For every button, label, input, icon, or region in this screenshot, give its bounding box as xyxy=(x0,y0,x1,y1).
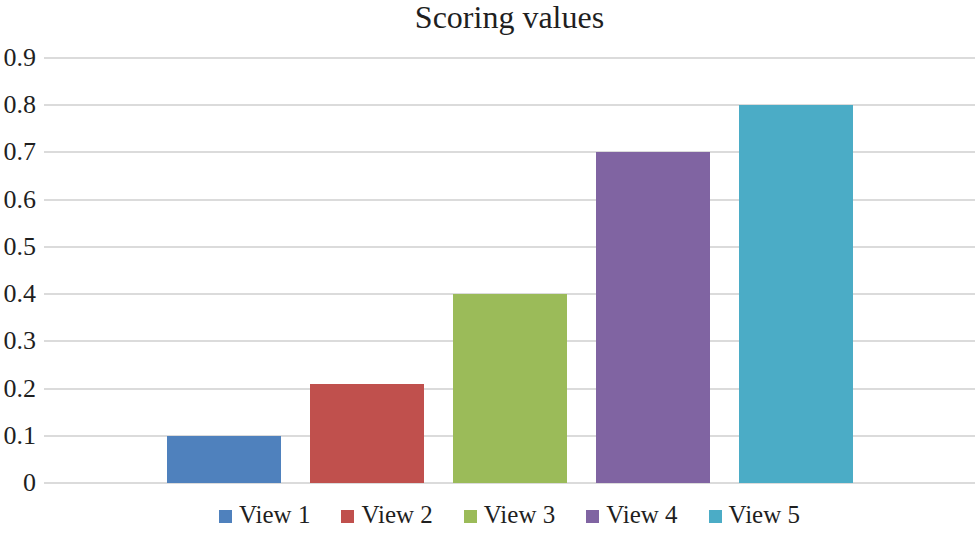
legend: View 1 View 2 View 3 View 4 View 5 xyxy=(44,497,975,533)
legend-item-view-5: View 5 xyxy=(709,500,800,530)
legend-item-view-2: View 2 xyxy=(341,500,432,530)
chart-title: Scoring values xyxy=(44,0,975,37)
y-tick-label: 0.5 xyxy=(4,233,37,261)
legend-swatch-icon xyxy=(709,510,722,523)
y-tick-label: 0.6 xyxy=(4,186,37,214)
y-tick-label: 0.8 xyxy=(4,91,37,119)
legend-swatch-icon xyxy=(219,510,232,523)
bar-view-3 xyxy=(453,294,567,483)
bar-chart: Scoring values 0 0.1 0.2 0.3 0.4 0.5 0.6 0.7 0.8… xyxy=(0,0,975,533)
y-tick-label: 0 xyxy=(23,469,36,497)
y-tick-label: 0.9 xyxy=(4,44,37,72)
legend-swatch-icon xyxy=(586,510,599,523)
bar-view-5 xyxy=(739,105,853,483)
plot-area xyxy=(44,58,975,483)
bars-group xyxy=(44,58,975,483)
legend-label: View 2 xyxy=(361,500,432,530)
legend-item-view-4: View 4 xyxy=(586,500,677,530)
legend-label: View 4 xyxy=(606,500,677,530)
legend-item-view-1: View 1 xyxy=(219,500,310,530)
y-tick-label: 0.3 xyxy=(4,327,37,355)
legend-label: View 5 xyxy=(729,500,800,530)
bar-view-2 xyxy=(310,384,424,483)
y-axis-labels: 00.10.20.30.40.50.60.70.80.9 xyxy=(0,58,36,483)
y-tick-label: 0.7 xyxy=(4,138,37,166)
legend-label: View 3 xyxy=(484,500,555,530)
y-tick-label: 0.2 xyxy=(4,375,37,403)
legend-swatch-icon xyxy=(341,510,354,523)
legend-item-view-3: View 3 xyxy=(464,500,555,530)
legend-swatch-icon xyxy=(464,510,477,523)
legend-label: View 1 xyxy=(239,500,310,530)
y-tick-label: 0.1 xyxy=(4,422,37,450)
y-tick-label: 0.4 xyxy=(4,280,37,308)
bar-view-4 xyxy=(596,152,710,483)
bar-view-1 xyxy=(167,436,281,483)
